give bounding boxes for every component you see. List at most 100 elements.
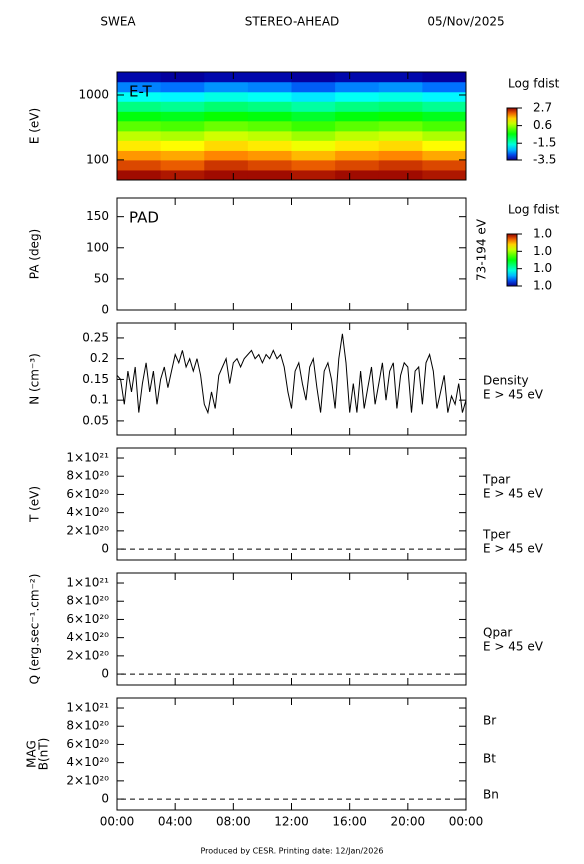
y-tick-label: 6×10²⁰ (66, 612, 109, 626)
heat-cell (291, 91, 336, 102)
x-tick-label: 12:00 (274, 815, 309, 829)
heat-cell (378, 140, 423, 151)
y-tick-label: 4×10²⁰ (66, 630, 109, 644)
heat-cell (117, 159, 162, 171)
heat-cell (247, 111, 292, 122)
legend-name: Tper (482, 528, 510, 542)
colorbar-title: Log fdist (508, 77, 560, 91)
heat-cell (335, 81, 380, 93)
x-tick-label: 00:00 (100, 815, 135, 829)
header-right: 05/Nov/2025 (427, 15, 504, 29)
legend-energy: E > 45 eV (483, 542, 544, 556)
x-tick-label: 04:00 (158, 815, 193, 829)
heat-cell (247, 72, 292, 83)
heat-cell (204, 130, 249, 141)
heat-cell (247, 120, 292, 132)
colorbar-title: Log fdist (508, 203, 560, 217)
x-tick-label: 20:00 (391, 815, 426, 829)
heat-cell (204, 120, 249, 132)
heat-cell (204, 140, 249, 151)
heat-cell (378, 72, 423, 83)
legend-name: Br (483, 714, 496, 728)
heat-cell (335, 159, 380, 171)
colorbar-label: 1.0 (533, 244, 552, 258)
y-tick-label: 0 (101, 303, 109, 317)
legend-name: Qpar (483, 626, 512, 640)
colorbar-label: -3.5 (533, 153, 556, 167)
y-tick-label: 2×10²⁰ (66, 773, 109, 787)
heat-cell (247, 130, 292, 141)
heat-cell (378, 111, 423, 122)
heat-cell (291, 111, 336, 122)
y-axis-label: MAG (25, 740, 39, 768)
heat-cell (378, 81, 423, 93)
y-axis-label: B(nT) (37, 738, 51, 771)
panel-frame (116, 197, 467, 311)
heat-cell (160, 72, 205, 83)
heat-cell (117, 81, 162, 93)
y-axis-label: T (eV) (28, 486, 42, 523)
heat-cell (117, 72, 162, 83)
heat-cell (335, 120, 380, 132)
heat-cell (422, 91, 467, 102)
y-tick-label: 2×10²⁰ (66, 648, 109, 662)
colorbar-label: 1.0 (533, 227, 552, 241)
y-tick-label: 4×10²⁰ (66, 505, 109, 519)
y-axis-label: PA (deg) (28, 229, 42, 279)
panel-frame (116, 572, 467, 686)
heat-cell (247, 169, 292, 181)
x-tick-label: 16:00 (332, 815, 367, 829)
heat-cell (335, 130, 380, 141)
header-center: STEREO-AHEAD (245, 15, 340, 29)
colorbar-label: 1.0 (533, 279, 552, 293)
legend-energy: E > 45 eV (483, 487, 544, 501)
y-tick-label: 6×10²⁰ (66, 737, 109, 751)
colorbar-label: 2.7 (533, 101, 552, 115)
legend-name: Tpar (482, 473, 510, 487)
heat-cell (422, 72, 467, 83)
right-label: 73-194 eV (475, 218, 489, 281)
heat-cell (422, 130, 467, 141)
heat-cell (160, 91, 205, 102)
y-tick-label: 6×10²⁰ (66, 487, 109, 501)
heat-cell (160, 150, 205, 161)
y-axis-label: N (cm⁻³) (28, 353, 42, 405)
heat-cell (291, 169, 336, 181)
heat-cell (291, 101, 336, 112)
heat-cell (117, 150, 162, 161)
heat-cell (247, 81, 292, 93)
colorbar-label: 1.0 (533, 261, 552, 275)
heat-cell (378, 169, 423, 181)
heat-cell (378, 101, 423, 112)
y-tick-label: 8×10²⁰ (66, 719, 109, 733)
heat-cell (204, 81, 249, 93)
y-tick-label: 150 (86, 209, 109, 223)
panel-annotation: PAD (129, 209, 159, 227)
heat-cell (422, 169, 467, 181)
heat-cell (291, 150, 336, 161)
heat-cell (204, 159, 249, 171)
heat-cell (378, 150, 423, 161)
heat-cell (160, 101, 205, 112)
colorbar (506, 233, 518, 287)
heat-cell (291, 120, 336, 132)
footer: Produced by CESR. Printing date: 12/Jan/… (200, 847, 383, 856)
y-tick-label: 50 (94, 271, 109, 285)
y-tick-label: 1000 (78, 87, 109, 101)
heat-cell (247, 159, 292, 171)
heat-cell (335, 111, 380, 122)
y-tick-label: 4×10²⁰ (66, 755, 109, 769)
x-tick-label: 00:00 (449, 815, 484, 829)
heat-cell (378, 130, 423, 141)
heat-cell (117, 91, 162, 102)
y-tick-label: 0.1 (90, 393, 109, 407)
colorbar (506, 107, 518, 161)
y-tick-label: 0.15 (82, 372, 109, 386)
heat-cell (291, 159, 336, 171)
legend-energy: E > 45 eV (483, 388, 544, 402)
heat-cell (335, 91, 380, 102)
y-tick-label: 0.2 (90, 351, 109, 365)
panel-frame (116, 447, 467, 561)
heat-cell (204, 72, 249, 83)
